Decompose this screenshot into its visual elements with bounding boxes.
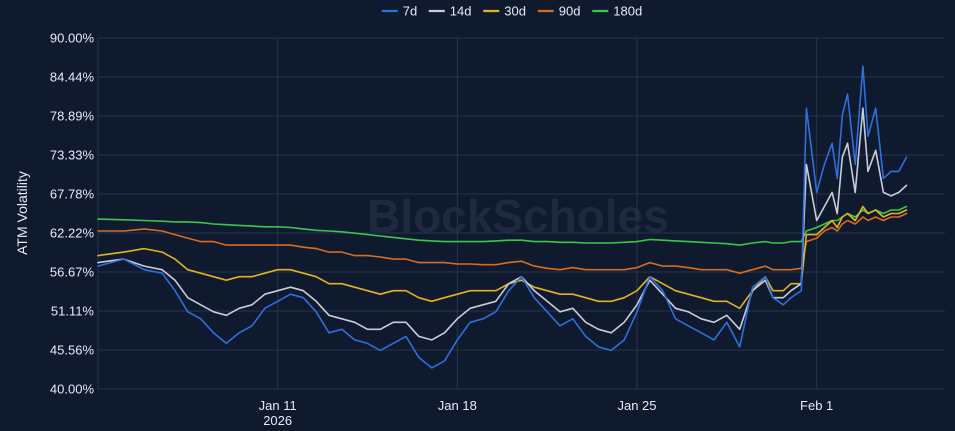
watermark-text: BlockScholes <box>367 190 669 242</box>
legend-label-90d[interactable]: 90d <box>559 4 581 19</box>
x-tick-label: Feb 1 <box>800 398 833 413</box>
legend-label-30d[interactable]: 30d <box>504 4 526 19</box>
y-tick-label: 51.11% <box>51 304 95 319</box>
legend-label-14d[interactable]: 14d <box>450 4 472 19</box>
y-tick-label: 78.89% <box>50 109 95 124</box>
y-tick-label: 45.56% <box>50 343 95 358</box>
series-line-14d <box>97 107 908 341</box>
x-tick-label: Jan 18 <box>438 398 477 413</box>
y-tick-label: 84.44% <box>50 70 95 85</box>
x-tick-label: Jan 25 <box>617 398 656 413</box>
y-tick-label: 73.33% <box>50 148 95 163</box>
series-layer <box>97 65 908 369</box>
legend-label-7d[interactable]: 7d <box>403 4 417 19</box>
y-tick-label: 67.78% <box>50 187 95 202</box>
y-tick-label: 56.67% <box>50 265 95 280</box>
grid <box>97 37 945 390</box>
y-axis-title: ATM Volatility <box>14 171 30 255</box>
legend: 7d 14d 30d 90d 180d <box>381 4 642 19</box>
series-line-90d <box>97 212 908 274</box>
x-tick-label: Jan 11 <box>259 398 297 413</box>
legend-label-180d[interactable]: 180d <box>613 4 642 19</box>
y-tick-label: 40.00% <box>50 382 95 397</box>
series-line-180d <box>97 205 908 246</box>
series-line-30d <box>97 205 908 310</box>
y-tick-label: 90.00% <box>50 31 95 46</box>
x-tick-sublabel: 2026 <box>263 413 292 426</box>
y-tick-label: 62.22% <box>50 226 95 241</box>
y-axis: 90.00% 84.44% 78.89% 73.33% 67.78% 62.22% 56.6… <box>50 31 95 397</box>
series-line-7d <box>97 65 908 369</box>
